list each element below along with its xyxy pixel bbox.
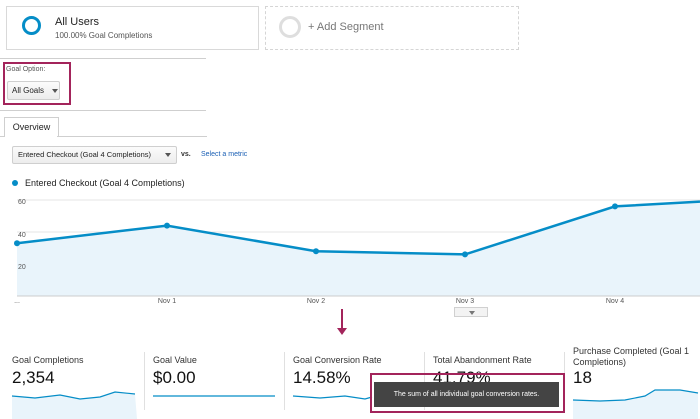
divider [0,110,206,111]
x-tick-label: ... [14,298,20,305]
sparkline-fill [573,390,698,419]
scorecard-value: 14.58% [293,368,351,387]
x-tick-label: Nov 2 [306,298,326,305]
goal-option-label: Goal Option: [6,66,46,73]
empty-segment-ring-icon [279,16,301,38]
add-segment-label: + Add Segment [308,21,384,33]
scorecard-title: Goal Value [153,355,197,365]
goal-option-dropdown[interactable]: All Goals [7,81,60,100]
scorecard-title: Total Abandonment Rate [433,355,532,365]
scorecard-divider [424,352,425,410]
tooltip-highlight [370,373,565,413]
sparkline-conversion-rate [292,395,373,400]
scorecard-divider [144,352,145,410]
data-point [14,240,20,247]
tab-baseline [0,136,4,137]
chart-resize-handle[interactable] [454,307,488,317]
y-tick-label: 60 [18,199,26,206]
data-point [164,222,170,229]
scorecard-title: Goal Completions [12,355,84,365]
divider [0,58,206,59]
chevron-down-icon [52,88,59,93]
sparkline-fill [12,392,137,419]
annotation-arrow [341,309,343,331]
annotation-arrow-head [337,328,347,335]
add-segment-button[interactable]: + Add Segment [265,6,519,50]
scorecard-value: $0.00 [153,368,196,387]
series-line [16,200,700,256]
scorecard-title: Purchase Completed (Goal 1 Completions) [573,346,690,367]
segment-ring-icon [22,16,41,35]
x-tick-label: Nov 3 [455,298,475,305]
y-tick-label: 20 [18,264,26,271]
segment-name: All Users [55,16,100,28]
scorecard-value: 2,354 [12,368,55,387]
y-tick-label: 40 [18,232,26,239]
segment-card-all-users[interactable]: All Users 100.00% Goal Completions [6,6,259,50]
line-chart [14,199,700,297]
metric-dropdown-value: Entered Checkout (Goal 4 Completions) [18,150,151,159]
goal-option-highlight [3,62,71,105]
data-point [462,251,468,258]
sparklines [11,389,699,419]
sparkline-purchase-completed [572,389,699,402]
legend-label: Entered Checkout (Goal 4 Completions) [25,178,185,188]
scorecard-value: 18 [573,368,592,387]
chevron-down-icon [469,311,475,315]
tab-baseline [57,136,207,137]
chevron-down-icon [165,153,171,157]
x-tick-label: Nov 1 [157,298,177,305]
segment-subtitle: 100.00% Goal Completions [55,31,153,40]
x-tick-label: Nov 4 [605,298,625,305]
tooltip: The sum of all individual goal conversio… [374,382,559,407]
vs-label: vs. [181,151,191,158]
metric-dropdown[interactable]: Entered Checkout (Goal 4 Completions) [12,146,177,164]
sparkline-goal-completions [11,391,136,400]
legend-dot-icon [12,180,18,186]
scorecard-title: Goal Conversion Rate [293,355,382,365]
data-point [313,248,319,255]
data-point [612,203,618,210]
scorecard-divider [284,352,285,410]
tab-overview[interactable]: Overview [4,117,59,137]
series-area [17,201,700,296]
goal-option-value: All Goals [12,86,45,95]
select-metric-link[interactable]: Select a metric [201,151,248,158]
